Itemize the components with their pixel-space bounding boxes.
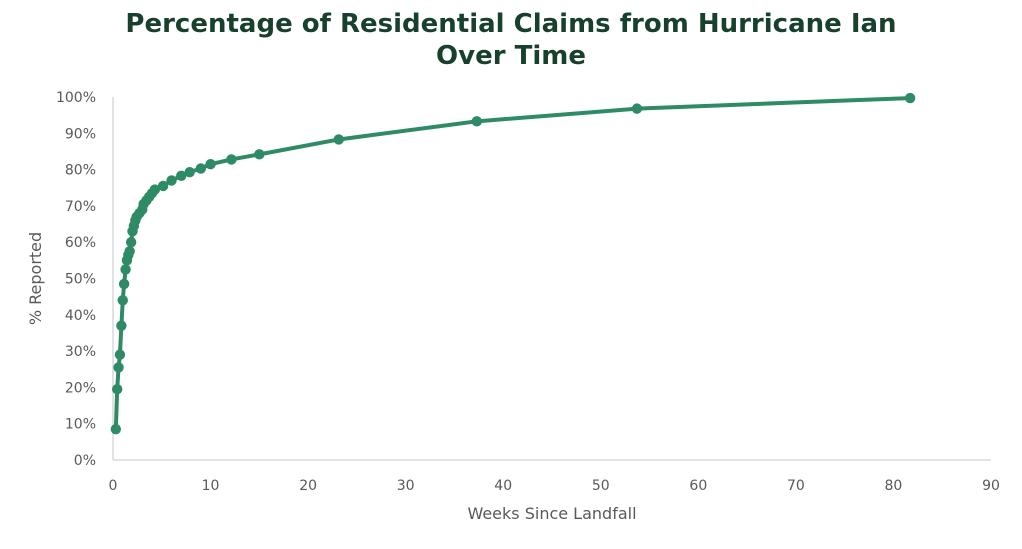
data-point-marker [205,158,216,170]
series-markers [110,92,916,435]
x-tick-label: 80 [885,478,903,494]
data-point-marker [111,384,123,395]
y-tick-label: 30% [65,344,96,360]
y-tick-label: 100% [56,90,96,106]
data-point-marker [157,180,169,192]
x-axis-ticks: 0 10 20 30 40 50 60 70 80 90 [109,478,1000,494]
data-point-marker [113,362,124,373]
data-point-marker [226,154,237,165]
y-axis-ticks: 0% 10% 20% 30% 40% 50% 60% 70% 80% 90% 100% [56,90,96,469]
data-point-marker [631,103,643,114]
data-point-marker [149,184,161,195]
data-point-marker [120,264,131,275]
x-axis-title: Weeks Since Landfall [467,504,636,523]
data-point-marker [333,134,344,145]
data-point-marker [166,175,177,186]
y-tick-label: 50% [65,272,96,288]
x-tick-label: 70 [787,478,805,494]
data-point-marker [904,92,916,104]
y-tick-label: 0% [74,453,96,469]
data-point-marker [176,170,187,181]
y-tick-label: 70% [65,199,96,215]
x-tick-label: 40 [494,478,512,494]
data-point-marker [114,349,126,360]
x-tick-label: 20 [299,478,317,494]
y-tick-label: 10% [65,417,96,433]
x-tick-label: 30 [397,478,415,494]
data-point-marker [110,423,122,435]
chart-title: Percentage of Residential Claims from Hu… [111,8,911,72]
data-point-marker [195,163,206,174]
y-tick-label: 60% [65,235,96,251]
data-point-marker [118,278,130,290]
x-tick-label: 0 [109,478,118,494]
data-point-marker [117,295,128,306]
x-tick-label: 90 [982,478,1000,494]
y-axis-title: % Reported [26,232,45,325]
chart-title-line-1: Percentage of Residential Claims from Hu… [125,9,897,39]
y-tick-label: 40% [65,308,96,324]
x-tick-label: 60 [689,478,707,494]
data-point-marker [125,237,137,248]
y-tick-label: 20% [65,380,96,396]
y-tick-label: 80% [65,163,96,179]
x-tick-label: 10 [202,478,220,494]
data-point-marker [471,116,482,127]
data-point-marker [184,166,195,178]
x-tick-label: 50 [592,478,610,494]
data-point-marker [254,149,265,160]
y-tick-label: 90% [65,126,96,142]
data-point-marker [116,320,127,331]
data-point-marker [124,246,135,257]
series-line [113,96,913,432]
chart-title-line-2: Over Time [436,41,586,71]
